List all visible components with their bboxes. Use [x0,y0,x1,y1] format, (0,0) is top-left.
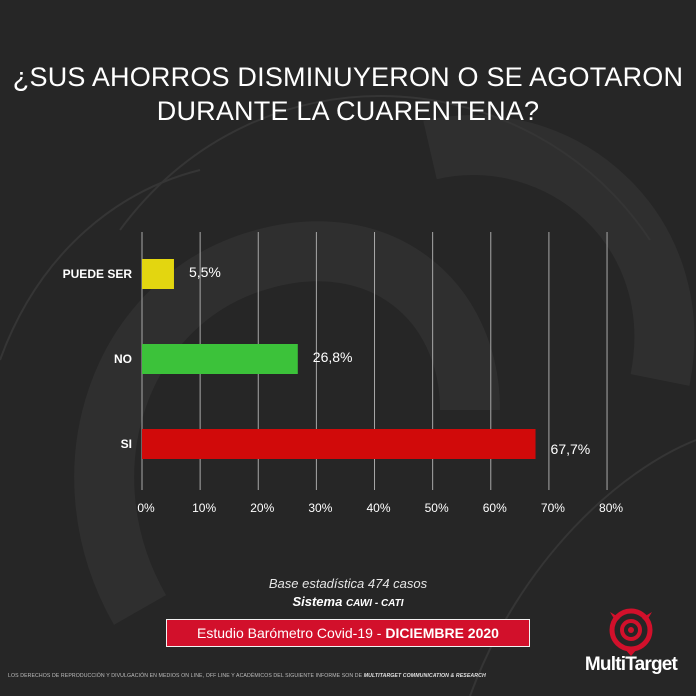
title-line-1: ¿SUS AHORROS DISMINUYERON O SE AGOTARON [12,62,684,92]
multitarget-logo: MultiTarget [572,606,690,686]
sample-base-note: Base estadística 474 casos [268,576,428,591]
copyright-notice: LOS DERECHOS DE REPRODUCCIÓN Y DIVULGACI… [8,673,568,679]
study-date: DICIEMBRE 2020 [385,625,499,641]
system-detail: CAWI - CATI [345,598,404,609]
target-icon [609,608,653,656]
study-badge: Estudio Barómetro Covid-19 - DICIEMBRE 2… [166,619,530,647]
x-tick-label: 10% [192,501,216,515]
copyright-text: LOS DERECHOS DE REPRODUCCIÓN Y DIVULGACI… [8,673,364,679]
category-label: PUEDE SER [63,267,133,281]
brand-wordmark: MultiTarget [584,654,678,675]
page-title: ¿SUS AHORROS DISMINUYERON O SE AGOTARON … [0,60,696,128]
x-tick-label: 0% [137,501,155,515]
category-label: SI [121,437,132,451]
bar [142,344,298,374]
system-label: Sistema [292,594,343,609]
x-tick-label: 70% [541,501,565,515]
x-tick-label: 80% [599,501,623,515]
bar [142,259,174,289]
study-label: Estudio Barómetro Covid-19 - [197,625,386,641]
system-note: Sistema CAWI - CATI [0,594,696,609]
data-label: 26,8% [313,349,353,365]
data-label: 67,7% [551,441,591,457]
copyright-owner: MULTITARGET COMMUNICATION & RESEARCH [363,673,486,679]
x-tick-label: 40% [367,501,391,515]
bar [142,429,536,459]
title-line-2: DURANTE LA CUARENTENA? [156,96,540,126]
x-tick-label: 50% [425,501,449,515]
category-label: NO [114,352,132,366]
x-tick-label: 20% [250,501,274,515]
x-tick-label: 30% [308,501,332,515]
data-label: 5,5% [189,264,221,280]
x-tick-label: 60% [483,501,507,515]
